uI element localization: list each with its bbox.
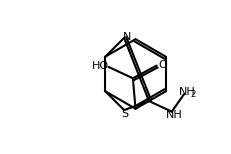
Text: 2: 2 bbox=[190, 90, 195, 99]
Text: HO: HO bbox=[92, 61, 109, 71]
Text: N: N bbox=[123, 32, 131, 42]
Text: NH: NH bbox=[165, 110, 182, 120]
Text: O: O bbox=[157, 60, 166, 70]
Text: S: S bbox=[121, 109, 128, 119]
Text: NH: NH bbox=[178, 87, 195, 97]
